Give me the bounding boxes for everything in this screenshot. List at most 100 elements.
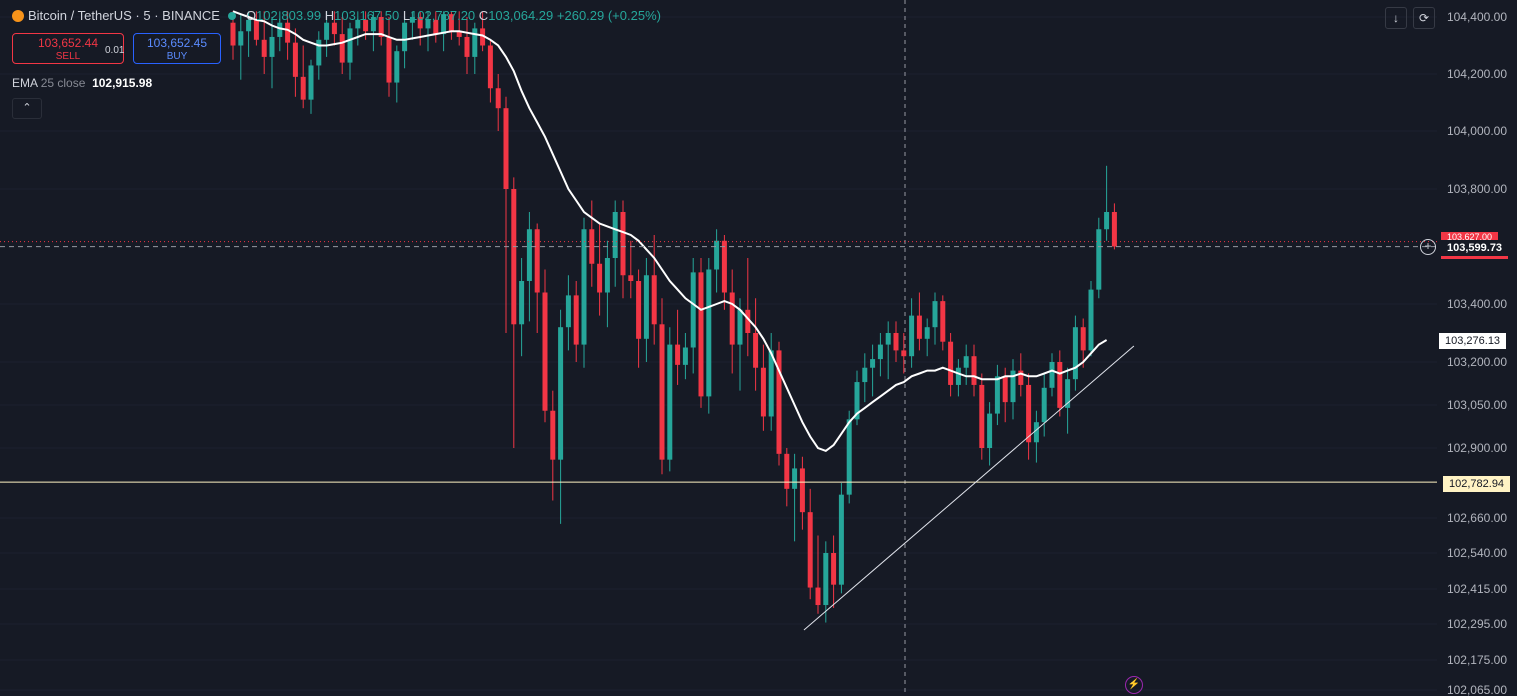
candle [792, 453, 798, 542]
collapse-legend-button[interactable]: ⌃ [12, 98, 42, 119]
candle [370, 11, 376, 52]
symbol-title[interactable]: Bitcoin / TetherUS · 5 · BINANCE [28, 8, 220, 23]
candle-body [425, 19, 431, 29]
price-label-hidden: 103,627.00 [1441, 232, 1499, 242]
candle [893, 321, 899, 362]
fullscreen-button[interactable]: ⟳ [1413, 7, 1435, 29]
add-alert-button[interactable]: + [1420, 239, 1436, 255]
download-button[interactable]: ↓ [1385, 7, 1407, 29]
candle [651, 235, 657, 345]
price-axis-label: 103,800.00 [1447, 182, 1507, 196]
ema-legend[interactable]: EMA 25 close 102,915.98 [12, 76, 152, 90]
price-axis-label: 102,415.00 [1447, 582, 1507, 596]
candle [402, 17, 408, 69]
buy-price: 103,652.45 [146, 36, 208, 50]
candle-body [1088, 289, 1094, 351]
candle [760, 344, 766, 431]
candle-body [729, 292, 735, 345]
price-axis-label: 102,175.00 [1447, 653, 1507, 667]
candle [901, 333, 907, 374]
candle [745, 258, 751, 357]
candle [542, 269, 548, 423]
candle-body [643, 275, 649, 339]
candle [1065, 367, 1071, 434]
change-value: +260.29 (+0.25%) [556, 8, 661, 23]
candle [729, 269, 735, 374]
candle-body [246, 19, 252, 32]
sell-button[interactable]: 103,652.44 SELL [12, 33, 124, 64]
candle-body [636, 281, 642, 339]
hline-price-label: 102,782.94 [1443, 476, 1511, 492]
bitcoin-logo-icon [12, 10, 24, 22]
candle [823, 541, 829, 623]
candle-body [448, 14, 454, 32]
candle-body [409, 17, 415, 23]
candle-body [378, 17, 384, 37]
candle [636, 269, 642, 368]
candle-body [589, 229, 595, 264]
lightning-icon: ⚡ [1127, 679, 1141, 690]
candle-body [261, 39, 267, 57]
candle-body [495, 88, 501, 109]
candle-body [1080, 327, 1086, 351]
candle [331, 11, 337, 46]
candle [448, 11, 454, 40]
candle-body [940, 301, 946, 342]
candle-body [1104, 212, 1110, 230]
candle [768, 333, 774, 431]
candle-body [776, 350, 782, 454]
candle-body [331, 22, 337, 35]
candle-body [682, 347, 688, 365]
candle-body [659, 324, 665, 460]
candle [714, 229, 720, 293]
buy-button[interactable]: 103,652.45 BUY [133, 33, 221, 64]
candle [347, 22, 353, 80]
candle-body [620, 212, 626, 276]
price-axis: 104,400.00 104,200.00 104,000.00 103,800.00… [1447, 10, 1507, 696]
candle-body [753, 333, 759, 368]
candle [971, 344, 977, 397]
candle-body [456, 31, 462, 37]
candle-body [955, 367, 961, 385]
candle [503, 96, 509, 333]
current-price-label: 103,599.73 [1441, 240, 1509, 259]
candle-body [597, 263, 603, 293]
candle [409, 11, 415, 40]
candle [1096, 217, 1102, 299]
candle [807, 488, 813, 600]
candle [441, 11, 447, 52]
candle [456, 11, 462, 46]
candle-body [292, 42, 298, 77]
candle-body [924, 327, 930, 339]
candle [1033, 410, 1039, 463]
candle [324, 11, 330, 57]
candle [862, 353, 868, 403]
candle-body [877, 344, 883, 360]
candle-body [932, 301, 938, 328]
candle [1088, 281, 1094, 357]
candle [932, 292, 938, 345]
candle-body [253, 19, 259, 40]
candle-body [792, 468, 798, 489]
candle [550, 390, 556, 501]
candle [948, 333, 954, 397]
candle-body [230, 22, 236, 46]
candle [776, 341, 782, 466]
candle [386, 17, 392, 97]
high-label: H [324, 8, 335, 23]
candle-body [815, 587, 821, 606]
ema-layer [232, 10, 1108, 453]
open-label: O [245, 8, 257, 23]
price-axis-label: 104,000.00 [1447, 124, 1507, 138]
candle-body [550, 410, 556, 460]
lightning-button[interactable]: ⚡ [1125, 676, 1143, 694]
candle-body [994, 376, 1000, 414]
candle [682, 333, 688, 380]
ema-params: 25 close [40, 76, 86, 90]
candle-body [316, 39, 322, 66]
candle-body [1111, 212, 1117, 247]
drawing-lines-layer [0, 241, 1437, 631]
candle [987, 402, 993, 466]
candle [425, 11, 431, 52]
